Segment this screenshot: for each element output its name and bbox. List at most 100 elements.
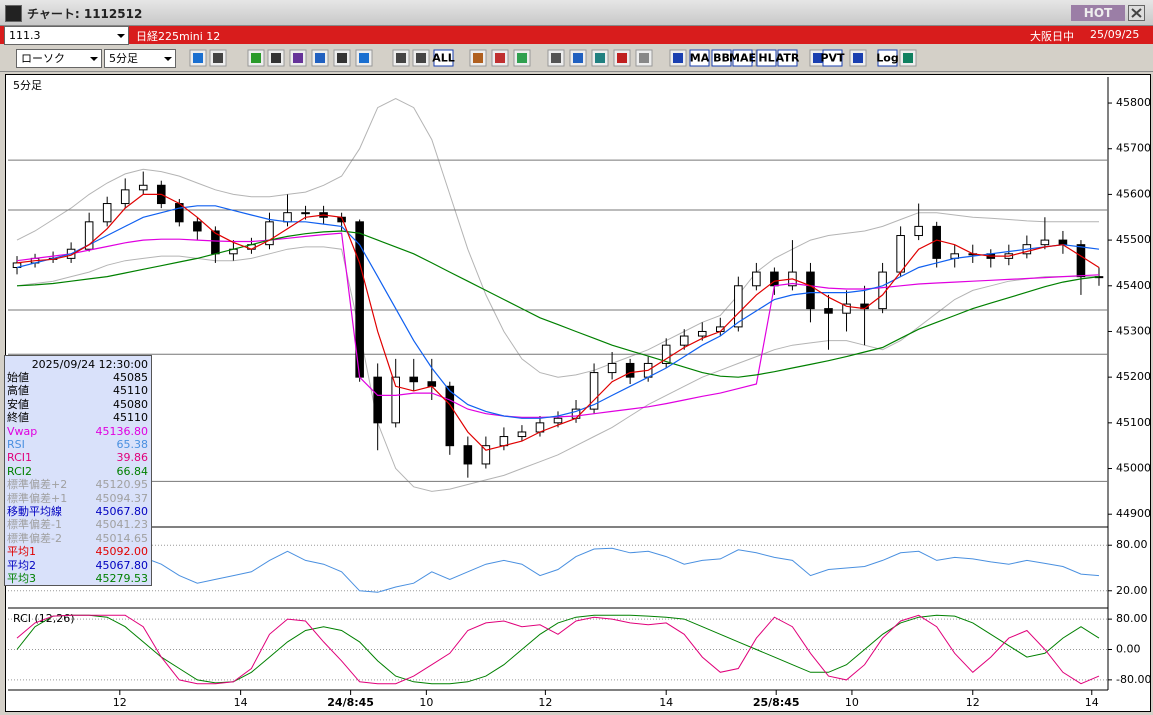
toolbar-icon: [495, 53, 505, 63]
x-tick-label: 10: [845, 696, 859, 709]
toolbar-icon: [639, 53, 649, 63]
toolbar-button[interactable]: [822, 49, 843, 67]
candle-body: [138, 184, 148, 191]
info-label: Vwap: [7, 424, 38, 438]
info-label: RCI1: [7, 451, 33, 465]
candle-body: [914, 225, 923, 237]
info-row: 平均1 45092.00: [7, 545, 148, 558]
candle-body: [391, 376, 400, 424]
toolbar-button[interactable]: [877, 49, 898, 67]
candle-body: [806, 271, 815, 310]
info-label: 移動平均線: [7, 505, 62, 518]
info-row: Vwap 45136.80: [7, 425, 148, 438]
toolbar-icon: [359, 53, 369, 63]
x-tick-label: 14: [1085, 696, 1099, 709]
candle-body: [878, 271, 887, 310]
y-tick-label: 45100: [1116, 416, 1151, 429]
candle-body: [896, 235, 905, 273]
moving-average: [16, 230, 1100, 378]
toolbar-button[interactable]: [689, 49, 710, 67]
info-label: 平均2: [7, 558, 36, 572]
candle-body: [752, 271, 761, 287]
toolbar-icon: [213, 53, 223, 63]
x-tick-label: 14: [659, 696, 673, 709]
x-tick-label: 24/8:45: [327, 696, 374, 709]
window-title: チャート: 1112512: [27, 7, 143, 21]
candle-body: [932, 225, 941, 259]
candle-body: [824, 308, 833, 314]
candle-body: [463, 445, 473, 465]
info-value: 45094.37: [95, 491, 149, 505]
y-tick-label: 45000: [1116, 462, 1151, 475]
toolbar-icon: [903, 53, 913, 63]
candle-body: [120, 189, 130, 205]
info-value: 45110: [113, 384, 148, 398]
info-value: 45136.80: [95, 424, 149, 438]
candle-body: [1040, 239, 1050, 246]
info-row: RCI1 39.86: [7, 451, 148, 464]
moving-average: [16, 205, 1100, 419]
candle-body: [481, 445, 491, 465]
y-tick-label: 0.00: [1116, 642, 1141, 655]
hot-button[interactable]: HOT: [1071, 5, 1125, 21]
title-bar: チャート: 1112512 HOT: [0, 0, 1153, 26]
toolbar-icon: [193, 53, 203, 63]
candle-body: [589, 372, 599, 410]
chart-style-combo[interactable]: ローソク: [16, 49, 102, 68]
info-value: 45092.00: [95, 545, 149, 559]
candle-body: [427, 381, 437, 387]
candle-body: [625, 362, 635, 378]
toolbar-button-label: HL: [758, 52, 774, 65]
info-label: 平均3: [7, 572, 36, 585]
info-label: 標準偏差+2: [7, 478, 68, 492]
info-value: 45110: [113, 411, 148, 425]
info-value: 45014.65: [95, 531, 149, 545]
toolbar-button[interactable]: [711, 49, 732, 67]
candle-body: [697, 330, 707, 337]
toolbar-icon: [337, 53, 347, 63]
toolbar-icon: [416, 53, 426, 63]
y-tick-label: 45300: [1116, 324, 1151, 337]
info-value: 45067.80: [95, 558, 149, 572]
toolbar-button[interactable]: [732, 49, 753, 67]
y-tick-label: 45600: [1116, 187, 1151, 200]
app-icon: [5, 5, 22, 22]
candle-body: [734, 285, 743, 328]
candle-body: [499, 436, 509, 447]
info-row: 始値 45085: [7, 371, 148, 384]
close-button[interactable]: [1128, 5, 1145, 21]
y-tick-label: 45700: [1116, 142, 1151, 155]
toolbar-icon: [853, 53, 863, 63]
symbol-name: 日経225mini 12: [136, 30, 221, 43]
toolbar-button-label: Log: [876, 52, 898, 65]
info-row: 標準偏差+2 45120.95: [7, 478, 148, 491]
toolbar-icon: [271, 53, 281, 63]
info-label: RCI2: [7, 464, 33, 478]
toolbar-button[interactable]: [433, 49, 454, 67]
toolbar-icon: [293, 53, 303, 63]
info-row: RSI 65.38: [7, 438, 148, 451]
info-label: 安値: [7, 397, 29, 411]
info-row: 終値 45110: [7, 411, 148, 424]
moving-average: [16, 193, 1100, 451]
x-tick-label: 10: [419, 696, 433, 709]
info-row: 標準偏差-2 45014.65: [7, 532, 148, 545]
toolbar-button[interactable]: [777, 49, 798, 67]
symbol-bar: 111.3 日経225mini 12 大阪日中 25/09/25: [0, 26, 1153, 45]
toolbar-button-label: MA: [690, 52, 710, 65]
interval-combo[interactable]: 5分足: [104, 49, 176, 68]
toolbar-button-label: ALL: [432, 52, 455, 65]
toolbar-button-label: ATR: [776, 52, 800, 65]
info-value: 65.38: [116, 438, 149, 451]
info-row: 移動平均線 45067.80: [7, 505, 148, 518]
toolbar-button[interactable]: [756, 49, 777, 67]
info-row: RCI2 66.84: [7, 465, 148, 478]
chart-frame: [5, 74, 1151, 712]
info-value: 66.84: [116, 464, 149, 478]
code-combo[interactable]: 111.3: [4, 26, 129, 45]
y-tick-label: 80.00: [1116, 612, 1148, 625]
y-tick-label: 45800: [1116, 96, 1151, 109]
info-label: 標準偏差+1: [7, 491, 68, 505]
x-tick-label: 12: [113, 696, 127, 709]
info-value: 45067.80: [95, 505, 149, 518]
